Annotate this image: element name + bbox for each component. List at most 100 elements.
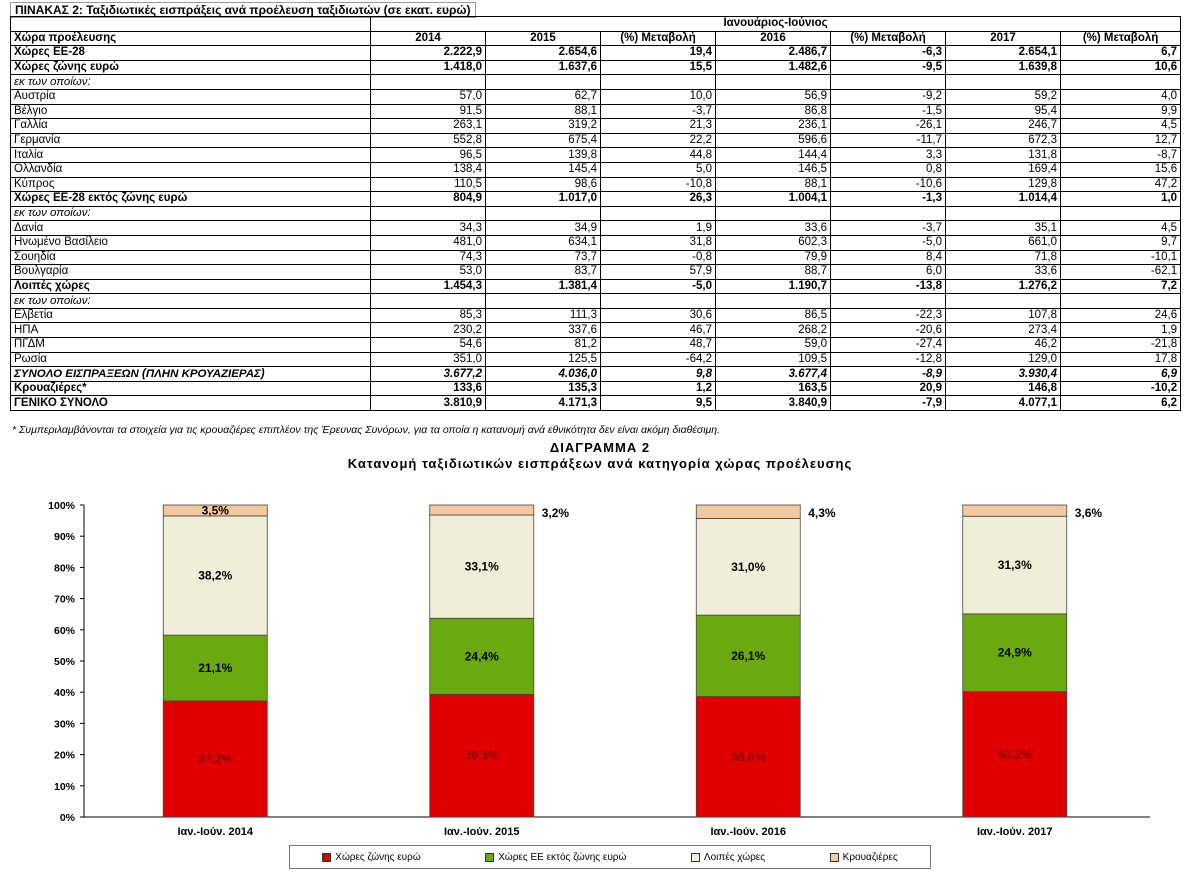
- y-tick-label: 30%: [54, 718, 76, 730]
- table-cell: 268,2: [715, 322, 831, 339]
- legend-swatch: [485, 852, 495, 862]
- row-label: Αυστρία: [10, 88, 371, 105]
- row-label: Χώρες ΕΕ-28 εκτός ζώνης ευρώ: [10, 191, 371, 207]
- table-cell: 3.840,9: [715, 395, 831, 412]
- table-row: Κρουαζιέρες* 133,6 135,3 1,2 163,5 20,9 146,8-…: [10, 380, 1182, 397]
- table-cell: 96,5: [370, 147, 486, 163]
- bar-segment: [962, 515, 1068, 615]
- table-cell: 10,0: [600, 88, 716, 105]
- bar-segment: [429, 693, 535, 818]
- table-cell: 4,0: [1059, 88, 1182, 105]
- table-cell: 83,7: [485, 264, 601, 280]
- table-row: Βουλγαρία 53,0 83,7 57,9 88,7 6,0 33,6 -62,1: [10, 264, 1182, 280]
- table-cell: [1059, 293, 1182, 309]
- table-cell: [600, 293, 716, 309]
- row-label: Λοιπές χώρες: [10, 278, 371, 295]
- table-row: ΓΕΝΙΚΟ ΣΥΝΟΛΟ 3.810,9 4.171,3 9,5 3.840,9 -7,…: [10, 395, 1182, 412]
- legend-label: Χώρες ζώνης ευρώ: [335, 851, 421, 863]
- table-cell: 9,8: [600, 366, 716, 382]
- table-cell: 163,5: [715, 380, 831, 397]
- table-cell: 57,0: [370, 88, 486, 105]
- table-cell: 15,6: [1059, 161, 1182, 178]
- table-cell: -9,2: [830, 88, 946, 105]
- table-cell: [715, 74, 831, 90]
- table-cell: -10,8: [600, 176, 716, 193]
- table-cell: 8,4: [830, 249, 946, 266]
- chart-subtitle: Κατανομή ταξιδιωτικών εισπράξεων ανά κατ…: [347, 456, 853, 471]
- table-cell: 1,2: [600, 380, 716, 397]
- table-cell: -8,7: [1059, 147, 1182, 163]
- legend-swatch: [829, 852, 839, 862]
- table-row: ΗΠΑ 230,2 337,6 46,7 268,2 -20,6 273,4 1,9: [10, 322, 1182, 339]
- x-tick-label: Ιαν.-Ιούν. 2017: [977, 826, 1053, 838]
- table-cell: -3,7: [830, 220, 946, 236]
- table-cell: 53,0: [370, 264, 486, 280]
- table-cell: 1.004,1: [715, 191, 831, 207]
- table-cell: 1.017,0: [485, 191, 601, 207]
- data-label: 38,6%: [731, 750, 765, 764]
- row-label: Ελβετία: [10, 307, 371, 324]
- table-cell: 319,2: [485, 118, 601, 134]
- data-label: 33,1%: [465, 560, 499, 574]
- column-header: 2015: [485, 30, 601, 47]
- y-tick-label: 0%: [60, 812, 76, 824]
- table-cell: 3.677,4: [715, 366, 831, 382]
- table-cell: -21,8: [1059, 337, 1182, 353]
- table-cell: [715, 293, 831, 309]
- row-label: Κύπρος: [10, 176, 371, 193]
- table-cell: -1,3: [830, 191, 946, 207]
- chart-title: ΔΙΑΓΡΑΜΜΑ 2: [549, 440, 651, 455]
- y-tick-label: 40%: [54, 687, 76, 699]
- table-cell: 34,3: [370, 220, 486, 236]
- table-cell: 596,6: [715, 132, 831, 149]
- table-cell: -20,6: [830, 322, 946, 339]
- table-cell: 24,6: [1059, 307, 1182, 324]
- table-cell: 1.639,8: [945, 59, 1061, 76]
- table-cell: 86,8: [715, 103, 831, 120]
- data-label: 31,0%: [731, 560, 765, 574]
- legend-swatch: [322, 852, 332, 862]
- table-cell: 146,8: [945, 380, 1061, 397]
- table-cell: -10,6: [830, 176, 946, 193]
- table-cell: 0,8: [830, 161, 946, 178]
- table-cell: -13,8: [830, 278, 946, 295]
- table-cell: 672,3: [945, 132, 1061, 149]
- bar-segment: [695, 504, 801, 519]
- table-cell: -1,5: [830, 103, 946, 120]
- table-cell: -3,7: [600, 103, 716, 120]
- table-cell: 129,0: [945, 351, 1061, 368]
- table-cell: [945, 74, 1061, 90]
- table-cell: 236,1: [715, 118, 831, 134]
- table-row: ΣΥΝΟΛΟ ΕΙΣΠΡΑΞΕΩΝ (ΠΛΗΝ ΚΡΟΥΑΖΙΕΡΑΣ) 3.67…: [10, 366, 1182, 382]
- table-cell: [600, 205, 716, 222]
- bar-segment: [695, 696, 801, 818]
- data-label: 3,5%: [202, 503, 230, 517]
- table-cell: 54,6: [370, 337, 486, 353]
- data-label: 3,2%: [542, 506, 570, 520]
- table-cell: -64,2: [600, 351, 716, 368]
- table-cell: 675,4: [485, 132, 601, 149]
- table-row: Ηνωμένο Βασίλειο 481,0 634,1 31,8 602,3 -5,0 6…: [10, 234, 1182, 251]
- table-cell: 1.637,6: [485, 59, 601, 76]
- table-row: Αυστρία 57,0 62,7 10,0 56,9 -9,2 59,2 4,0: [10, 88, 1182, 105]
- table-cell: -5,0: [600, 278, 716, 295]
- table-row: Δανία 34,3 34,9 1,9 33,6 -3,7 35,1 4,5: [10, 220, 1182, 236]
- bar-segment: [429, 504, 535, 516]
- table-row: Ρωσία 351,0 125,5 -64,2 109,5 -12,8 129,0 17,8: [10, 351, 1182, 368]
- table-cell: 4,5: [1059, 118, 1182, 134]
- column-header: 2016: [715, 30, 831, 47]
- table-cell: 133,6: [370, 380, 486, 397]
- table-cell: 131,8: [945, 147, 1061, 163]
- table-cell: 111,3: [485, 307, 601, 324]
- bar-segment: [962, 504, 1068, 517]
- table-row: Σουηδία 74,3 73,7 -0,8 79,9 8,4 71,8 -10,1: [10, 249, 1182, 266]
- table-cell: 9,9: [1059, 103, 1182, 120]
- table-cell: 1.190,7: [715, 278, 831, 295]
- table-cell: 33,6: [715, 220, 831, 236]
- row-label: Ολλανδία: [10, 161, 371, 178]
- y-tick-label: 90%: [54, 531, 76, 543]
- data-label: 4,3%: [808, 506, 836, 520]
- table-cell: 1.381,4: [485, 278, 601, 295]
- table-cell: [485, 74, 601, 90]
- table-cell: [370, 74, 486, 90]
